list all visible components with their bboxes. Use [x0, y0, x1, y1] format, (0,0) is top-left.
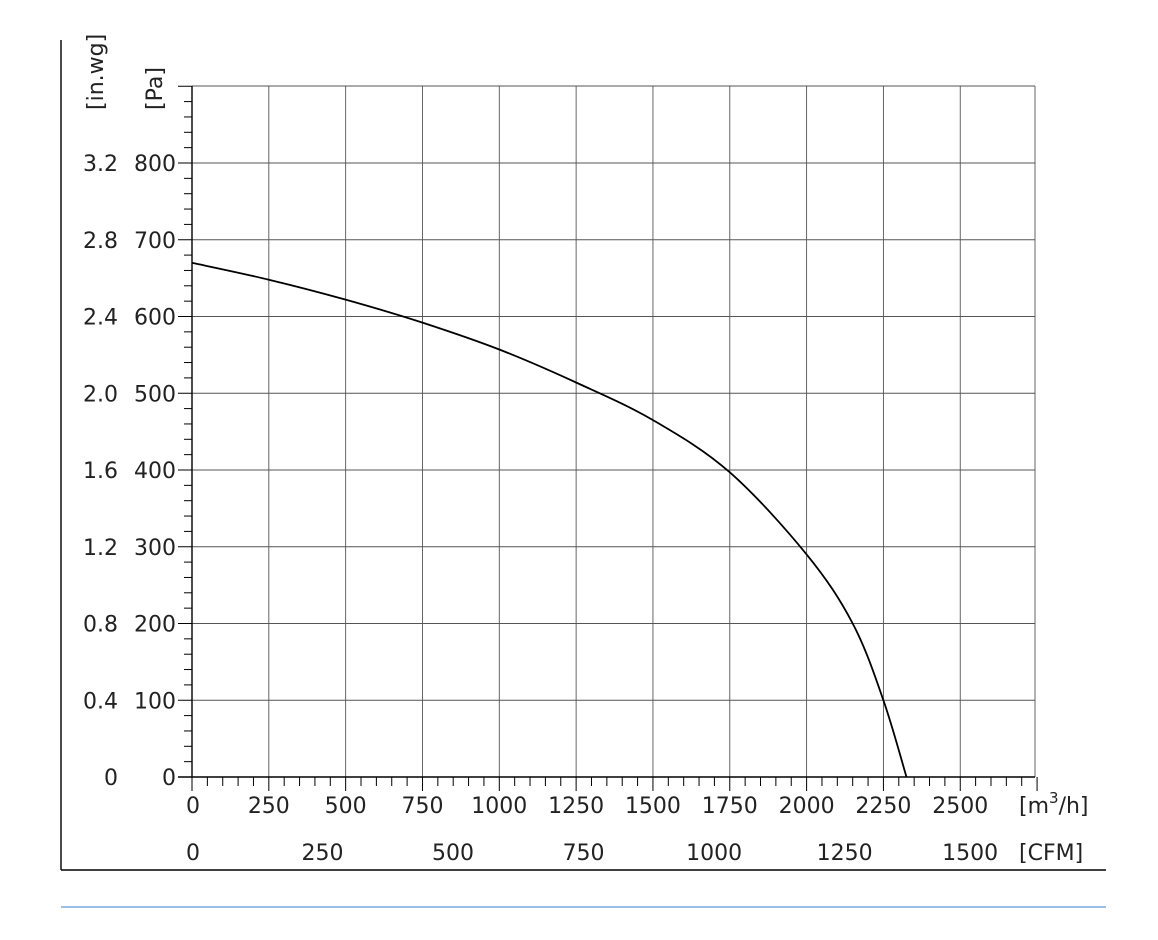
tick-layer — [178, 85, 1038, 791]
x-tick-label-cfm: 1000 — [686, 841, 742, 866]
label-layer: 0 100 200 300 400 500 600 700 800 0 0.4 0.8 1.2 1.6 2.… — [83, 152, 998, 866]
axis-layer — [60, 40, 1106, 908]
y-tick-label-pa: 600 — [134, 306, 176, 331]
y-tick-label-pa: 100 — [134, 689, 176, 714]
x-axis-label-m3h-base: [m — [1019, 794, 1049, 819]
x-tick-label-m3h: 1250 — [548, 794, 604, 819]
y-tick-label-pa: 0 — [162, 766, 176, 791]
y-tick-label-pa: 400 — [134, 459, 176, 484]
y-tick-label-inwg: 2.8 — [83, 229, 118, 254]
x-tick-label-m3h: 1500 — [625, 794, 681, 819]
x-tick-label-m3h: 2250 — [855, 794, 911, 819]
y-tick-label-inwg: 1.2 — [83, 536, 118, 561]
y-tick-label-pa: 300 — [134, 536, 176, 561]
curve-layer — [191, 261, 908, 778]
y-tick-label-pa: 700 — [134, 229, 176, 254]
x-tick-label-cfm: 500 — [432, 841, 474, 866]
y-tick-label-inwg: 1.6 — [83, 459, 118, 484]
x-tick-label-cfm: 1500 — [942, 841, 998, 866]
y-axis-label-inwg: [in.wg] — [84, 34, 109, 110]
y-tick-label-inwg: 2.0 — [83, 382, 118, 407]
y-tick-label-pa: 200 — [134, 613, 176, 638]
y-tick-label-inwg: 0 — [104, 766, 118, 791]
x-axis-label-m3h: [m3/h] — [1019, 789, 1089, 819]
y-tick-label-inwg: 0.4 — [83, 689, 118, 714]
x-tick-label-m3h: 1000 — [471, 794, 527, 819]
x-axis-label-m3h-tail: /h] — [1059, 794, 1089, 819]
x-tick-label-m3h: 2500 — [932, 794, 988, 819]
x-tick-label-m3h: 2000 — [779, 794, 835, 819]
x-axis-label-cfm: [CFM] — [1019, 841, 1083, 866]
x-tick-label-m3h: 750 — [401, 794, 443, 819]
x-tick-label-cfm: 0 — [186, 841, 200, 866]
x-tick-label-cfm: 750 — [563, 841, 605, 866]
series-line-fan-curve — [191, 261, 908, 778]
grid-layer — [192, 85, 1036, 777]
y-tick-label-pa: 800 — [134, 152, 176, 177]
x-axis-label-m3h-sup: 3 — [1049, 789, 1059, 807]
x-tick-label-cfm: 1250 — [817, 841, 873, 866]
y-tick-label-inwg: 2.4 — [83, 306, 118, 331]
y-axis-label-pa: [Pa] — [143, 67, 168, 110]
x-tick-label-cfm: 250 — [302, 841, 344, 866]
x-tick-label-m3h: 1750 — [702, 794, 758, 819]
y-tick-label-inwg: 3.2 — [83, 152, 118, 177]
x-tick-label-m3h: 500 — [325, 794, 367, 819]
x-tick-label-m3h: 250 — [248, 794, 290, 819]
y-tick-label-pa: 500 — [134, 382, 176, 407]
x-tick-label-m3h: 0 — [186, 794, 200, 819]
y-tick-label-inwg: 0.8 — [83, 613, 118, 638]
